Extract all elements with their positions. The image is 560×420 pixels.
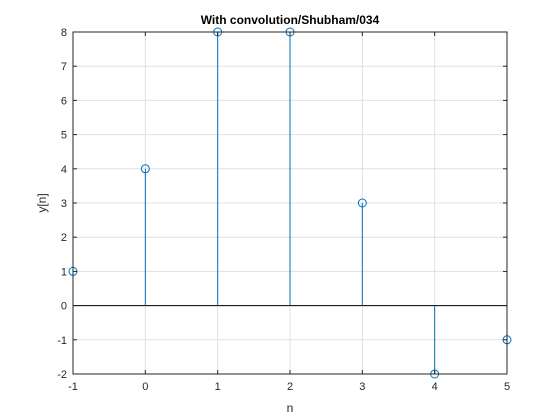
x-axis-label: n [287,401,294,415]
y-tick-label-5: 3 [61,198,67,210]
x-tick-label-2: 1 [215,381,221,393]
y-tick-label-3: 1 [61,266,67,278]
x-tick-label-0: -1 [68,381,78,393]
y-tick-labels: -2 -1 0 1 2 3 4 5 6 7 8 [57,27,67,381]
stem-4 [357,198,367,306]
stem-5 [430,305,440,379]
y-tick-label-1: -1 [57,335,67,347]
chart-title: With convolution/Shubham/034 [201,13,380,27]
stem-marker-4 [357,198,367,208]
stem-1 [140,164,150,306]
y-axis-label: y[n] [35,193,49,212]
stems [68,27,512,379]
y-tick-label-2: 0 [61,301,67,313]
axis-ticks [72,31,508,375]
x-tick-label-4: 3 [359,381,365,393]
x-tick-label-6: 5 [504,381,510,393]
stem-2 [213,27,223,306]
x-tick-label-3: 2 [287,381,293,393]
y-tick-label-4: 2 [61,232,67,244]
x-tick-labels: -1 0 1 2 3 4 5 [68,381,510,393]
y-tick-label-0: -2 [57,369,67,381]
y-tick-label-6: 4 [61,164,67,176]
y-tick-label-7: 5 [61,130,67,142]
y-tick-label-10: 8 [61,27,67,39]
stem-3 [285,27,295,306]
y-tick-label-8: 6 [61,95,67,107]
y-tick-label-9: 7 [61,61,67,73]
x-tick-label-1: 0 [142,381,148,393]
stem-marker-1 [140,164,150,174]
x-tick-label-5: 4 [432,381,438,393]
